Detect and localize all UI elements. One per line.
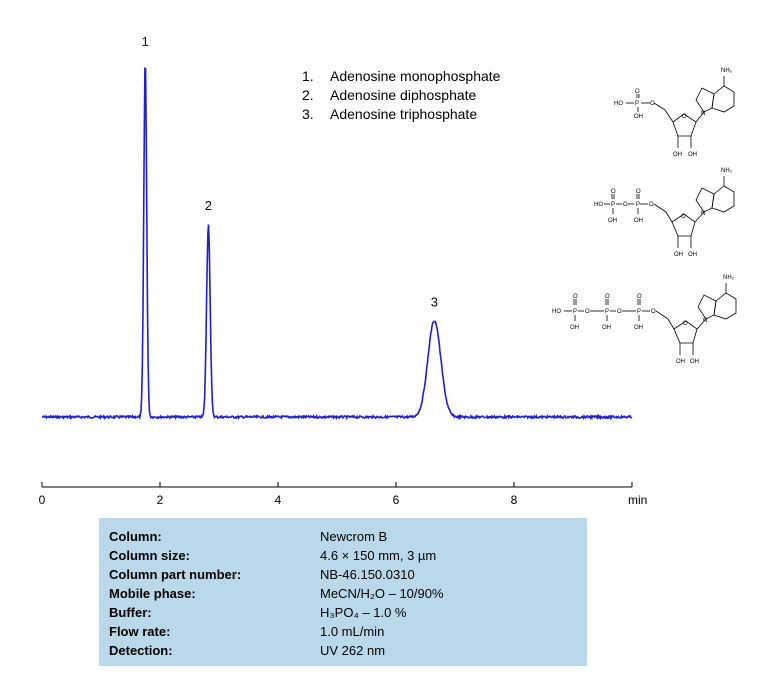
adp-structure — [604, 176, 735, 248]
condition-row: Column part number: NB-46.150.0310 — [109, 567, 579, 586]
condition-row: Mobile phase: MeCN/H₂O – 10/90% — [109, 586, 579, 605]
nh2-label: NH₂ — [721, 68, 733, 74]
condition-value: UV 262 nm — [320, 643, 386, 658]
oh-label: OH — [634, 114, 643, 120]
oh-label: OH — [676, 359, 685, 365]
amp-structure — [626, 76, 735, 148]
o-label: O — [637, 294, 642, 300]
condition-value: NB-46.150.0310 — [320, 567, 415, 582]
legend-compound-name: Adenosine monophosphate — [330, 68, 501, 84]
p-label: P — [636, 202, 640, 208]
oh-label: OH — [688, 152, 697, 158]
oh-label: OH — [602, 325, 611, 331]
ho-label: HO — [614, 101, 623, 107]
condition-row: Column: Newcrom B — [109, 529, 579, 548]
o-label: O — [649, 202, 654, 208]
atp-structure — [564, 283, 737, 355]
oh-label: OH — [688, 252, 697, 258]
condition-value: 1.0 mL/min — [320, 624, 385, 639]
o-label: O — [611, 189, 616, 195]
condition-value: H₃PO₄ – 1.0 % — [320, 605, 407, 620]
oh-label: OH — [674, 252, 683, 258]
peak-number-label: 1 — [142, 34, 149, 49]
n-label: N — [701, 111, 705, 117]
peak-number-label: 3 — [431, 295, 438, 310]
condition-value: 4.6 × 150 mm, 3 µm — [320, 548, 437, 563]
o-label: O — [585, 309, 590, 315]
peak-number-label: 2 — [205, 198, 212, 213]
o-label: O — [605, 294, 610, 300]
legend-number: 3. — [302, 106, 314, 122]
legend-item: 2. Adenosine diphosphate — [302, 86, 500, 105]
legend-compound-name: Adenosine triphosphate — [330, 106, 478, 122]
nh2-label: NH₂ — [723, 275, 735, 281]
o-label: O — [573, 294, 578, 300]
o-label: O — [623, 202, 628, 208]
condition-label: Column: — [109, 529, 162, 544]
p-label: P — [637, 309, 641, 315]
x-tick-label: 6 — [393, 493, 400, 507]
condition-value: Newcrom B — [320, 529, 388, 544]
condition-row: Flow rate: 1.0 mL/min — [109, 624, 579, 643]
o-label: O — [636, 189, 641, 195]
legend-number: 1. — [302, 68, 314, 84]
nh2-label: NH₂ — [721, 168, 733, 174]
x-tick-label: 2 — [157, 493, 164, 507]
method-conditions-panel: Column: Newcrom B Column size: 4.6 × 150… — [99, 518, 587, 666]
p-label: P — [611, 202, 615, 208]
ho-label: HO — [552, 309, 561, 315]
condition-row: Buffer: H₃PO₄ – 1.0 % — [109, 605, 579, 624]
n-label: N — [703, 318, 707, 324]
condition-label: Column size: — [109, 548, 190, 563]
oh-label: OH — [690, 359, 699, 365]
oh-label: OH — [608, 218, 617, 224]
oh-label: OH — [673, 152, 682, 158]
o-label: O — [635, 89, 640, 95]
ho-label: HO — [594, 202, 603, 208]
condition-value: MeCN/H₂O – 10/90% — [320, 586, 444, 601]
o-label: O — [651, 309, 656, 315]
x-tick-label: 4 — [275, 493, 282, 507]
condition-label: Detection: — [109, 643, 173, 658]
condition-label: Flow rate: — [109, 624, 171, 639]
o-label: O — [683, 321, 688, 327]
x-axis-unit: min — [628, 493, 647, 507]
oh-label: OH — [634, 325, 643, 331]
o-label: O — [617, 309, 622, 315]
condition-row: Detection: UV 262 nm — [109, 643, 579, 662]
oh-label: OH — [634, 218, 643, 224]
p-label: P — [605, 309, 609, 315]
o-label: O — [650, 101, 655, 107]
legend-item: 1. Adenosine monophosphate — [302, 67, 500, 86]
n-label: N — [701, 211, 705, 217]
legend-item: 3. Adenosine triphosphate — [302, 105, 500, 124]
p-label: P — [635, 101, 639, 107]
condition-label: Buffer: — [109, 605, 152, 620]
x-tick-label: 8 — [511, 493, 518, 507]
chromatogram-trace — [41, 67, 633, 421]
oh-label: OH — [570, 325, 579, 331]
condition-row: Column size: 4.6 × 150 mm, 3 µm — [109, 548, 579, 567]
o-label: O — [682, 114, 687, 120]
condition-label: Mobile phase: — [109, 586, 196, 601]
peak-legend: 1. Adenosine monophosphate 2. Adenosine … — [302, 67, 500, 124]
legend-compound-name: Adenosine diphosphate — [330, 87, 477, 103]
condition-label: Column part number: — [109, 567, 242, 582]
p-label: P — [573, 309, 577, 315]
o-label: O — [681, 214, 686, 220]
legend-number: 2. — [302, 87, 314, 103]
x-tick-label: 0 — [39, 493, 46, 507]
